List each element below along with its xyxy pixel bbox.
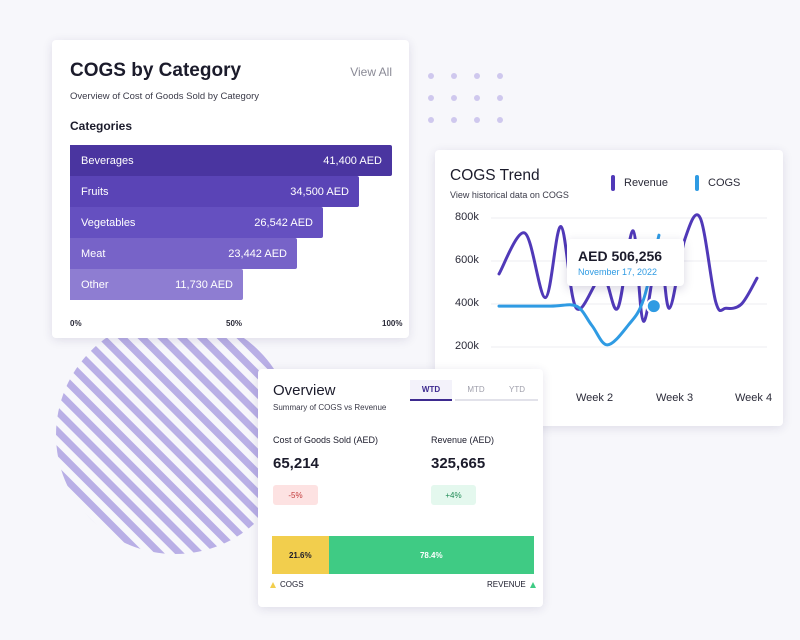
axis-label-0: 0% bbox=[70, 319, 82, 328]
revenue-metric-value: 325,665 bbox=[431, 455, 486, 472]
category-label: Vegetables bbox=[81, 216, 136, 229]
category-bar-vegetables[interactable]: Vegetables 26,542 AED bbox=[70, 207, 323, 238]
view-all-link[interactable]: View All bbox=[350, 65, 392, 79]
cogs-by-category-card: COGS by Category View All Overview of Co… bbox=[52, 40, 409, 338]
category-value: 41,400 AED bbox=[323, 154, 382, 167]
x-tick: Week 2 bbox=[576, 392, 614, 404]
legend-swatch-cogs bbox=[695, 175, 699, 191]
tab-mtd[interactable]: MTD bbox=[455, 380, 497, 401]
category-value: 23,442 AED bbox=[228, 247, 287, 260]
x-tick: Week 3 bbox=[656, 392, 694, 404]
category-bar-other[interactable]: Other 11,730 AED bbox=[70, 269, 243, 300]
legend-revenue-bottom: REVENUE bbox=[487, 580, 536, 589]
x-tick: Week 4 bbox=[735, 392, 773, 404]
split-revenue-segment: 78.4% bbox=[328, 536, 534, 574]
legend-label: COGS bbox=[708, 177, 741, 189]
category-bar-beverages[interactable]: Beverages 41,400 AED bbox=[70, 145, 392, 176]
card-subtitle: View historical data on COGS bbox=[450, 190, 569, 200]
category-label: Meat bbox=[81, 247, 106, 260]
cogs-change-badge: -5% bbox=[273, 485, 318, 505]
overview-card: Overview Summary of COGS vs Revenue WTD … bbox=[258, 369, 543, 607]
legend-label: Revenue bbox=[624, 177, 669, 189]
legend-cogs[interactable]: COGS bbox=[695, 175, 740, 191]
legend-revenue-label: REVENUE bbox=[487, 580, 526, 589]
legend-swatch-revenue bbox=[611, 175, 615, 191]
revenue-change-badge: +4% bbox=[431, 485, 476, 505]
category-value: 34,500 AED bbox=[290, 185, 349, 198]
category-value: 26,542 AED bbox=[254, 216, 313, 229]
section-label: Categories bbox=[70, 119, 133, 133]
tooltip-date: November 17, 2022 bbox=[578, 267, 658, 277]
category-label: Other bbox=[81, 278, 109, 291]
split-cogs-segment: 21.6% bbox=[272, 536, 329, 574]
y-tick: 600k bbox=[455, 254, 479, 266]
trend-chart bbox=[491, 213, 767, 348]
axis-label-100: 100% bbox=[382, 319, 403, 328]
tooltip-value: AED 506,256 bbox=[578, 248, 663, 264]
legend-cogs-bottom: COGS bbox=[270, 580, 304, 589]
cogs-metric-label: Cost of Goods Sold (AED) bbox=[273, 435, 379, 445]
triangle-up-icon bbox=[529, 581, 536, 588]
legend-cogs-label: COGS bbox=[280, 580, 304, 589]
card-title: COGS Trend bbox=[450, 167, 540, 184]
card-title: COGS by Category bbox=[70, 60, 242, 81]
legend-revenue[interactable]: Revenue bbox=[611, 175, 668, 191]
tab-wtd[interactable]: WTD bbox=[410, 380, 452, 401]
card-subtitle: Overview of Cost of Goods Sold by Catego… bbox=[70, 91, 260, 102]
category-label: Beverages bbox=[81, 154, 134, 167]
chart-tooltip: AED 506,256 November 17, 2022 bbox=[567, 239, 684, 286]
series-line-revenue bbox=[497, 213, 759, 323]
cogs-metric-value: 65,214 bbox=[273, 455, 319, 472]
series-line-cogs bbox=[497, 233, 661, 347]
highlight-point[interactable] bbox=[645, 298, 662, 315]
triangle-up-icon bbox=[270, 581, 276, 588]
tab-ytd[interactable]: YTD bbox=[496, 380, 538, 401]
decorative-dot-grid bbox=[428, 73, 503, 123]
revenue-metric-label: Revenue (AED) bbox=[431, 435, 495, 445]
category-value: 11,730 AED bbox=[175, 278, 233, 291]
axis-label-50: 50% bbox=[226, 319, 243, 328]
cogs-revenue-split-bar: 21.6% 78.4% bbox=[272, 536, 534, 574]
category-label: Fruits bbox=[81, 185, 109, 198]
y-tick: 400k bbox=[455, 297, 479, 309]
card-title: Overview bbox=[273, 382, 336, 399]
y-tick: 800k bbox=[455, 211, 479, 223]
decorative-striped-circle bbox=[56, 316, 294, 554]
card-subtitle: Summary of COGS vs Revenue bbox=[273, 403, 387, 412]
y-tick: 200k bbox=[455, 340, 479, 352]
category-bar-meat[interactable]: Meat 23,442 AED bbox=[70, 238, 297, 269]
category-bar-fruits[interactable]: Fruits 34,500 AED bbox=[70, 176, 359, 207]
